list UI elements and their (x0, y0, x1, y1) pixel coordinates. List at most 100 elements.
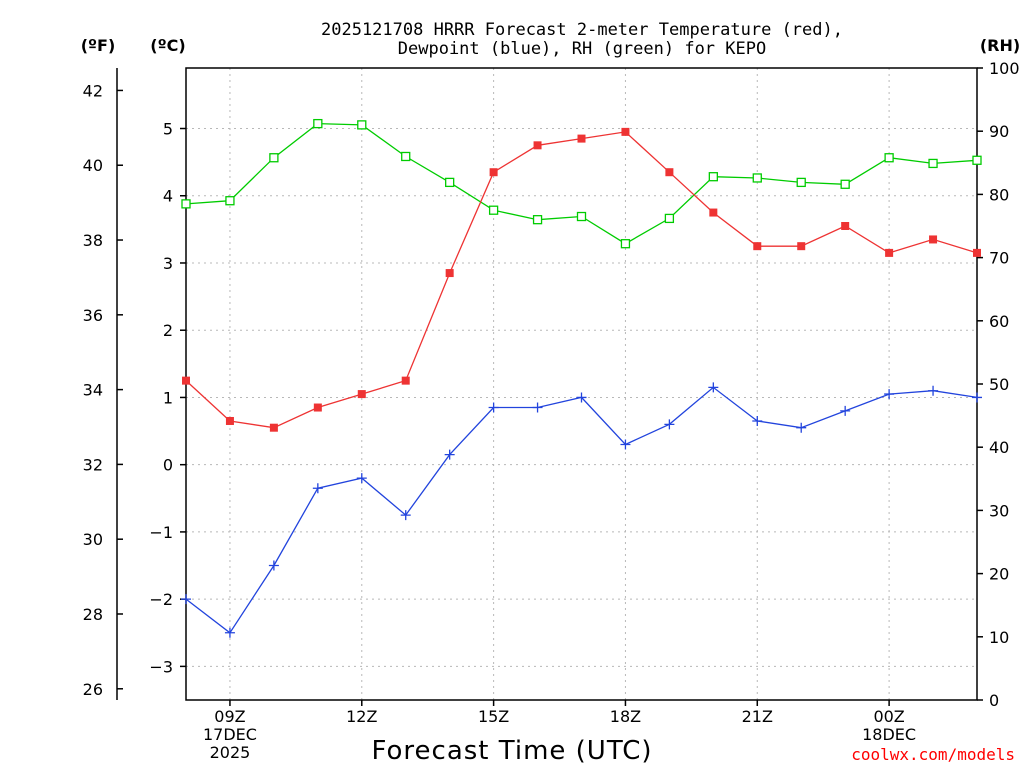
celsius-tick-label: 0 (163, 456, 173, 475)
time-tick-label: 12Z (346, 707, 377, 726)
fahrenheit-tick-label: 32 (83, 455, 103, 474)
fahrenheit-axis-ticks: 26 28 30 32 34 36 38 40 42 (83, 81, 123, 699)
fahrenheit-tick-label: 36 (83, 306, 103, 325)
celsius-tick-label: 3 (163, 254, 173, 273)
dewpoint-point (972, 392, 982, 403)
rh-point (664, 213, 675, 224)
temperature-point (313, 403, 322, 412)
rh-tick-label: 90 (989, 122, 1009, 141)
rh-point (357, 120, 367, 130)
gridlines (186, 68, 977, 700)
rh-point (928, 158, 938, 169)
dewpoint-point (224, 627, 235, 638)
rh-tick-label: 30 (989, 501, 1009, 520)
celsius-unit-label: (ºC) (150, 36, 185, 55)
rh-point (840, 179, 850, 189)
rh-tick-label: 70 (989, 249, 1009, 268)
fahrenheit-tick-label: 38 (83, 231, 103, 250)
dewpoint-point (708, 382, 719, 393)
rh-point (972, 155, 982, 165)
temperature-point (533, 141, 542, 150)
temperature-point (577, 134, 586, 143)
temperature-point (225, 416, 234, 425)
rh-point (884, 153, 894, 163)
temperature-point (929, 235, 938, 244)
time-tick-label: 15Z (478, 707, 509, 726)
celsius-axis-ticks: −3 −2 −1 0 1 2 3 4 5 (149, 120, 186, 676)
fahrenheit-tick-label: 40 (83, 156, 103, 175)
dewpoint-point (444, 449, 455, 460)
dewpoint-point (268, 560, 279, 571)
dewpoint-point (312, 483, 323, 494)
rh-point (181, 199, 191, 209)
rh-point (313, 118, 323, 129)
dewpoint-point (576, 392, 587, 403)
dewpoint-point (796, 422, 807, 433)
rh-point (225, 196, 235, 206)
temperature-series (182, 127, 981, 432)
dewpoint-point (356, 473, 367, 484)
rh-point (488, 205, 499, 215)
temperature-point (401, 376, 410, 385)
fahrenheit-unit-label: (ºF) (81, 36, 116, 55)
rh-axis-ticks: 0 10 20 30 40 50 60 70 80 90 100 (977, 59, 1020, 710)
temperature-point (269, 423, 278, 432)
rh-tick-label: 0 (989, 691, 999, 710)
rh-tick-label: 40 (989, 438, 1009, 457)
dewpoint-line (185, 386, 978, 634)
time-tick-label: 09Z (214, 707, 245, 726)
fahrenheit-tick-label: 28 (83, 605, 103, 624)
rh-tick-label: 10 (989, 628, 1009, 647)
celsius-tick-label: 5 (163, 120, 173, 139)
dewpoint-series (181, 382, 982, 638)
rh-point (401, 151, 411, 162)
temperature-point (709, 208, 718, 217)
fahrenheit-tick-label: 42 (83, 81, 103, 100)
time-tick-label: 21Z (742, 707, 773, 726)
temperature-point (489, 168, 498, 177)
celsius-tick-label: 2 (163, 321, 173, 340)
fahrenheit-tick-label: 26 (83, 680, 103, 699)
celsius-tick-label: 4 (163, 187, 173, 206)
time-tick-label: 2025 (210, 743, 251, 762)
rh-point (576, 211, 587, 222)
fahrenheit-tick-label: 34 (83, 381, 103, 400)
temperature-point (885, 248, 894, 257)
dewpoint-point (532, 402, 543, 413)
temperature-point (973, 248, 981, 257)
rh-point (269, 153, 279, 163)
chart-title-line-1: 2025121708 HRRR Forecast 2-meter Tempera… (321, 20, 843, 40)
dewpoint-point (400, 510, 411, 521)
series-layer (181, 118, 982, 638)
rh-tick-label: 100 (989, 59, 1020, 78)
temperature-point (445, 269, 454, 278)
rh-tick-label: 80 (989, 185, 1009, 204)
rh-point (445, 177, 455, 188)
credit-text: coolwx.com/models (851, 745, 1015, 764)
temperature-point (621, 127, 630, 136)
celsius-tick-label: −2 (149, 590, 173, 609)
fahrenheit-tick-label: 30 (83, 530, 103, 549)
celsius-tick-label: −3 (149, 657, 173, 676)
time-tick-label: 17DEC (203, 725, 257, 744)
dewpoint-point (884, 389, 895, 400)
dewpoint-point (620, 439, 631, 450)
celsius-tick-label: −1 (149, 523, 173, 542)
dewpoint-point (928, 385, 939, 396)
temperature-point (797, 242, 806, 251)
dewpoint-point (752, 415, 763, 426)
dewpoint-point (664, 419, 675, 430)
chart-title-line-2: Dewpoint (blue), RH (green) for KEPO (398, 39, 766, 59)
temperature-point (182, 376, 190, 385)
temperature-point (841, 222, 850, 230)
rh-point (752, 173, 762, 183)
time-tick-label: 18Z (610, 707, 641, 726)
temperature-point (357, 390, 366, 399)
rh-point (708, 172, 718, 182)
time-tick-label: 18DEC (862, 725, 916, 744)
celsius-tick-label: 1 (163, 388, 173, 407)
temperature-point (753, 242, 762, 251)
dewpoint-point (840, 405, 851, 416)
